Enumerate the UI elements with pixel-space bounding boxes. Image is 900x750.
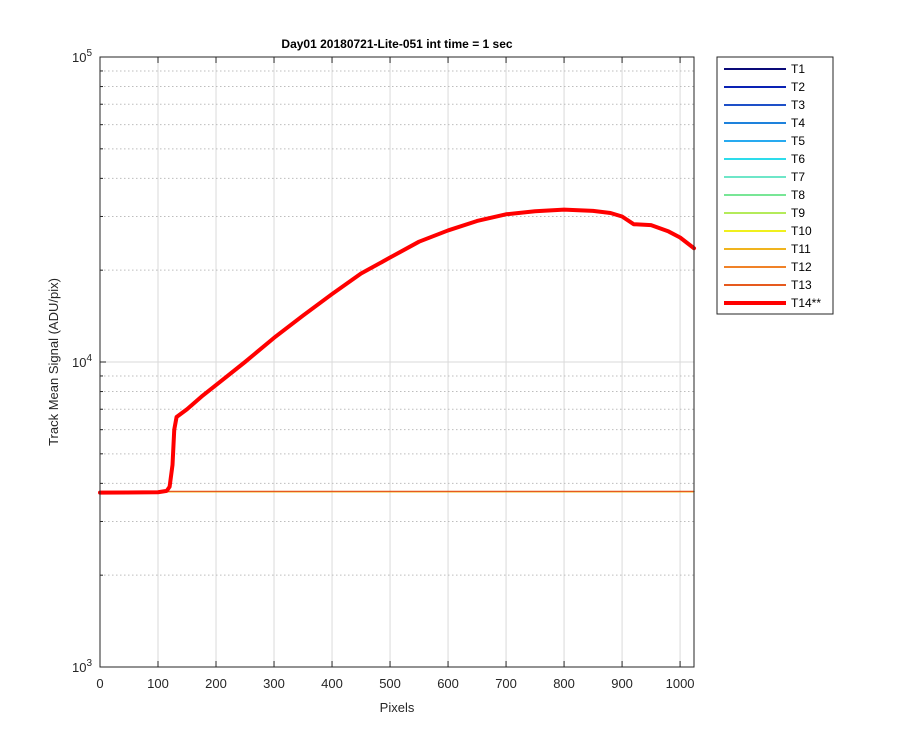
legend-label: T5 bbox=[791, 134, 805, 148]
x-axis-label: Pixels bbox=[380, 700, 415, 715]
legend-label: T6 bbox=[791, 152, 805, 166]
tick-layer: 0 100 200 300 400 500 600 700 800 900 1000 103 104 10… bbox=[72, 48, 695, 691]
legend-entries: T1 T2 T3 T4 T5 T6 T7 T8 T9 T10 T11 T12 T13 T14** bbox=[724, 62, 821, 310]
x-tick-label: 0 bbox=[96, 676, 103, 691]
x-tick-label: 600 bbox=[437, 676, 459, 691]
x-tick-label: 500 bbox=[379, 676, 401, 691]
legend-label: T10 bbox=[791, 224, 812, 238]
legend-label: T9 bbox=[791, 206, 805, 220]
x-tick-label: 800 bbox=[553, 676, 575, 691]
legend-label: T4 bbox=[791, 116, 805, 130]
plot-area: 0 100 200 300 400 500 600 700 800 900 1000 103 104 10… bbox=[72, 48, 696, 691]
x-tick-label: 1000 bbox=[666, 676, 695, 691]
chart-title: Day01 20180721-Lite-051 int time = 1 sec bbox=[281, 37, 512, 51]
legend-label: T2 bbox=[791, 80, 805, 94]
x-tick-label: 200 bbox=[205, 676, 227, 691]
legend-box bbox=[716, 56, 834, 315]
x-tick-label: 900 bbox=[611, 676, 633, 691]
legend-label: T11 bbox=[791, 242, 811, 256]
y-tick-label: 104 bbox=[72, 353, 92, 370]
legend-label: T13 bbox=[791, 278, 812, 292]
x-tick-label: 700 bbox=[495, 676, 517, 691]
legend: T1 T2 T3 T4 T5 T6 T7 T8 T9 T10 T11 T12 T13 T14** bbox=[716, 56, 834, 315]
legend-label: T12 bbox=[791, 260, 812, 274]
series-line-t14 bbox=[98, 207, 696, 495]
grid-layer bbox=[99, 57, 694, 667]
x-tick-label: 400 bbox=[321, 676, 343, 691]
x-tick-label: 300 bbox=[263, 676, 285, 691]
x-tick-label: 100 bbox=[147, 676, 169, 691]
data-layer bbox=[98, 207, 696, 495]
legend-label: T7 bbox=[791, 170, 805, 184]
legend-label: T14** bbox=[791, 296, 821, 310]
legend-label: T1 bbox=[791, 62, 805, 76]
y-tick-label: 103 bbox=[72, 658, 92, 675]
legend-label: T8 bbox=[791, 188, 805, 202]
y-axis-label: Track Mean Signal (ADU/pix) bbox=[46, 278, 61, 446]
legend-label: T3 bbox=[791, 98, 805, 112]
y-tick-label: 105 bbox=[72, 48, 92, 65]
